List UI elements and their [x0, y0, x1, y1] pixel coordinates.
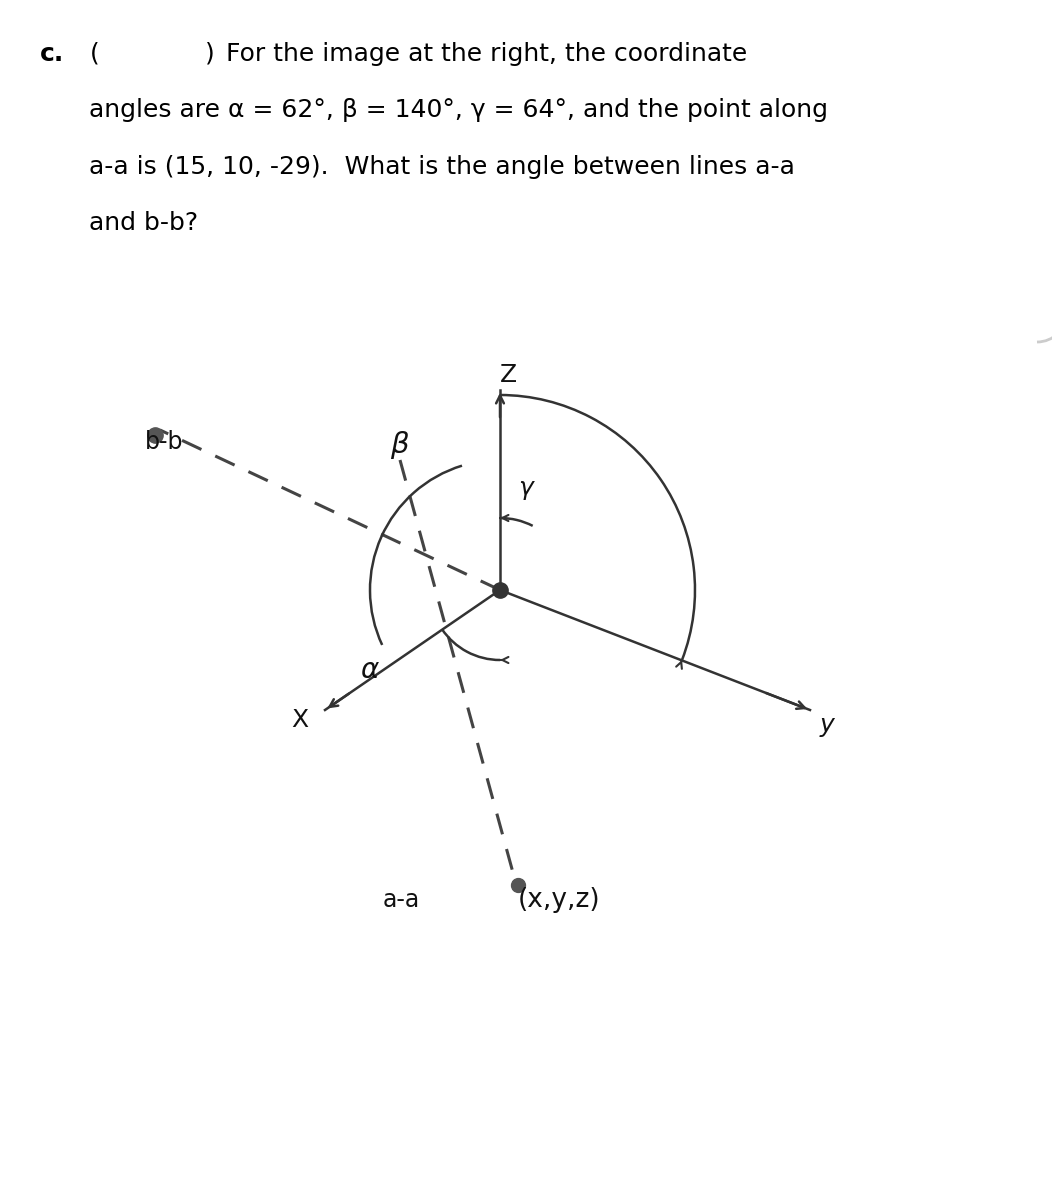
Text: c.: c. — [40, 42, 64, 66]
Text: (x,y,z): (x,y,z) — [518, 887, 601, 913]
Text: Z: Z — [500, 362, 517, 386]
Text: $\beta$: $\beta$ — [390, 428, 410, 461]
Text: (: ( — [89, 42, 99, 66]
Text: a-a: a-a — [383, 888, 420, 912]
Text: b-b: b-b — [145, 430, 183, 454]
Text: y: y — [820, 713, 834, 737]
Text: X: X — [291, 708, 308, 732]
Text: For the image at the right, the coordinate: For the image at the right, the coordina… — [226, 42, 747, 66]
Text: $\alpha$: $\alpha$ — [360, 656, 380, 684]
Text: angles are α = 62°, β = 140°, γ = 64°, and the point along: angles are α = 62°, β = 140°, γ = 64°, a… — [89, 98, 828, 122]
Text: ): ) — [205, 42, 215, 66]
Text: a-a is (15, 10, -29).  What is the angle between lines a-a: a-a is (15, 10, -29). What is the angle … — [89, 155, 795, 179]
Text: $\gamma$: $\gamma$ — [518, 478, 535, 502]
Text: and b-b?: and b-b? — [89, 211, 199, 235]
